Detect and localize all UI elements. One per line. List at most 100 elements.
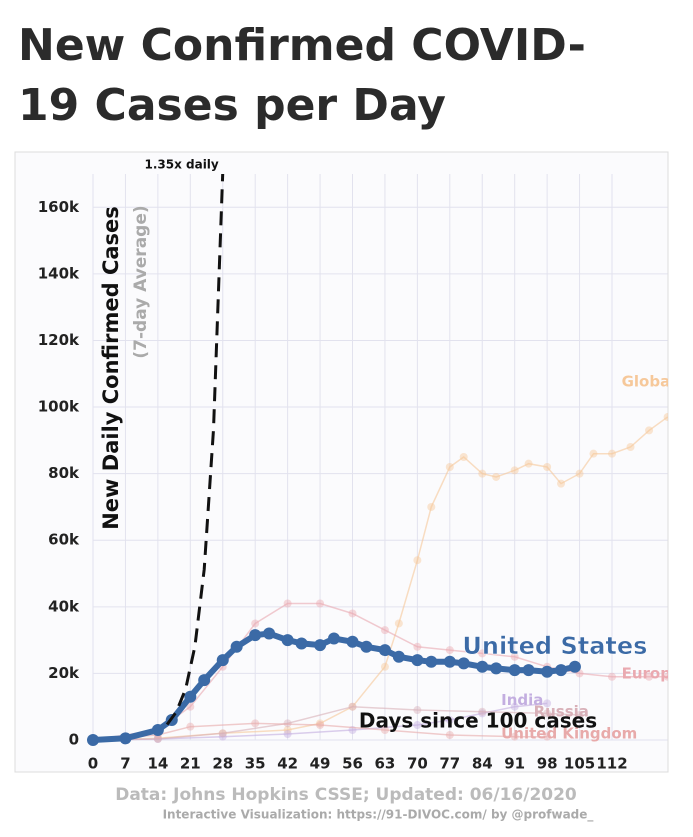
- series-line: [92, 705, 580, 741]
- x-tick-label: 77: [439, 755, 460, 773]
- data-point: [543, 709, 552, 718]
- data-point: [575, 711, 584, 720]
- data-point: [251, 619, 260, 628]
- x-tick-label: 112: [596, 755, 627, 773]
- data-point: [478, 649, 487, 658]
- data-point: [413, 556, 422, 565]
- y-tick-label: 100k: [38, 398, 80, 416]
- data-point: [348, 609, 357, 618]
- data-point: [119, 732, 132, 745]
- data-point: [283, 730, 292, 739]
- x-axis-label: Days since 100 cases: [359, 709, 597, 733]
- data-point: [413, 721, 422, 730]
- reference-label: 1.35x daily: [144, 158, 218, 172]
- data-point: [378, 644, 391, 657]
- data-point: [218, 732, 227, 741]
- data-point: [314, 639, 327, 652]
- x-tick-label: 56: [342, 755, 363, 773]
- data-point: [218, 729, 227, 738]
- chart-title: New Confirmed COVID- 19 Cases per Day: [18, 20, 586, 131]
- data-point: [346, 635, 359, 648]
- data-point: [510, 652, 519, 661]
- data-point: [427, 502, 436, 511]
- data-point: [295, 637, 308, 650]
- y-axis-sublabel: (7-day Average): [131, 205, 151, 358]
- data-point: [198, 674, 211, 687]
- y-tick-label: 40k: [48, 597, 80, 615]
- data-point: [510, 732, 519, 741]
- data-point: [445, 462, 454, 471]
- data-point: [249, 629, 262, 642]
- data-point: [608, 449, 616, 458]
- data-point: [589, 449, 598, 458]
- data-point: [457, 657, 470, 670]
- title-text: New Confirmed COVID-: [18, 20, 586, 71]
- data-point: [184, 690, 197, 703]
- data-point: [411, 654, 424, 667]
- data-point: [543, 732, 552, 741]
- data-point: [186, 722, 195, 731]
- data-point: [151, 724, 164, 737]
- data-point: [392, 650, 405, 663]
- y-tick-label: 60k: [48, 531, 80, 549]
- data-point: [251, 719, 260, 728]
- data-point: [443, 655, 456, 668]
- series-label: Global: [622, 373, 676, 391]
- data-point: [555, 664, 568, 677]
- data-point: [281, 634, 294, 647]
- credit-note: Interactive Visualization: https://91-DI…: [163, 808, 594, 823]
- data-point: [380, 662, 389, 671]
- data-point: [186, 702, 195, 711]
- data-point: [524, 459, 533, 468]
- y-axis-label: New Daily Confirmed Cases: [99, 206, 123, 530]
- data-point: [360, 640, 373, 653]
- data-point: [608, 672, 616, 681]
- series-label: India: [501, 691, 543, 709]
- data-point: [348, 702, 357, 711]
- y-tick-label: 0: [69, 731, 79, 749]
- data-point: [445, 731, 454, 740]
- data-point: [283, 719, 292, 728]
- series-line: [92, 722, 548, 741]
- data-point: [541, 665, 554, 678]
- data-point: [522, 664, 535, 677]
- data-point: [413, 642, 422, 651]
- data-point: [508, 664, 521, 677]
- x-tick-label: 105: [564, 755, 595, 773]
- data-point: [263, 627, 276, 640]
- data-point: [575, 469, 584, 478]
- y-tick-label: 160k: [38, 198, 80, 216]
- data-point: [327, 632, 340, 645]
- y-tick-label: 140k: [38, 264, 80, 282]
- data-point: [492, 472, 501, 481]
- data-point: [230, 640, 243, 653]
- series-label: Russia: [534, 703, 589, 721]
- x-tick-label: 14: [147, 755, 168, 773]
- x-tick-label: 98: [537, 755, 558, 773]
- x-tick-label: 63: [375, 755, 396, 773]
- data-point: [445, 716, 454, 725]
- data-point: [478, 707, 487, 716]
- y-tick-label: 120k: [38, 331, 80, 349]
- data-point: [626, 443, 635, 452]
- x-tick-label: 21: [180, 755, 201, 773]
- data-point: [316, 721, 325, 730]
- data-point: [490, 662, 503, 675]
- data-point: [283, 726, 292, 735]
- data-point: [394, 619, 403, 628]
- series-label: Europe: [622, 664, 682, 682]
- data-point: [216, 654, 229, 667]
- title-text-line2: 19 Cases per Day: [18, 80, 446, 131]
- data-point: [459, 453, 468, 461]
- x-tick-label: 84: [472, 755, 493, 773]
- data-point: [543, 699, 552, 708]
- data-point: [445, 646, 454, 655]
- data-point: [316, 599, 325, 608]
- grid: [92, 174, 668, 741]
- data-point: [380, 726, 389, 735]
- data-point: [425, 655, 438, 668]
- data-point: [568, 660, 581, 673]
- data-point: [663, 672, 668, 681]
